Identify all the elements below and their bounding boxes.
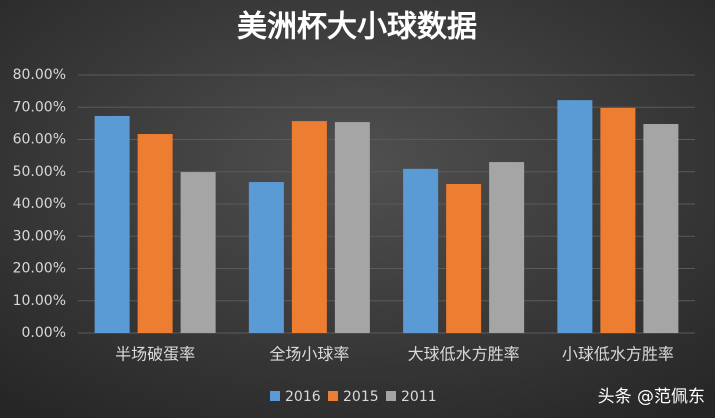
x-tick-label: 半场破蛋率: [115, 345, 195, 364]
y-tick-label: 40.00%: [13, 196, 66, 212]
y-tick-label: 70.00%: [13, 99, 66, 115]
bar: [489, 162, 525, 333]
y-tick-label: 20.00%: [13, 261, 66, 277]
legend-swatch: [270, 391, 280, 401]
bar: [180, 172, 216, 333]
bar: [643, 124, 679, 334]
bar: [248, 182, 284, 333]
x-tick-label: 全场小球率: [269, 345, 349, 364]
legend-label: 2011: [401, 389, 437, 405]
legend-swatch: [386, 391, 396, 401]
y-tick-label: 80.00%: [13, 67, 66, 83]
bar: [557, 100, 593, 333]
legend-label: 2015: [343, 389, 379, 405]
y-tick-label: 30.00%: [13, 228, 66, 244]
y-tick-label: 50.00%: [13, 164, 66, 180]
bar: [403, 168, 439, 333]
bar: [334, 122, 370, 334]
chart-title: 美洲杯大小球数据: [237, 10, 477, 45]
bar: [137, 134, 173, 333]
bar: [600, 107, 636, 334]
x-tick-label: 大球低水方胜率: [408, 345, 520, 364]
y-tick-label: 60.00%: [13, 132, 66, 148]
y-tick-label: 10.00%: [13, 293, 66, 309]
legend-swatch: [328, 391, 338, 401]
bar: [94, 115, 130, 334]
x-tick-label: 小球低水方胜率: [562, 345, 674, 364]
bar: [446, 184, 482, 333]
y-tick-label: 0.00%: [22, 325, 66, 341]
legend-label: 2016: [285, 389, 321, 405]
bar: [291, 121, 327, 334]
watermark: 头条 @范佩东: [598, 387, 705, 407]
